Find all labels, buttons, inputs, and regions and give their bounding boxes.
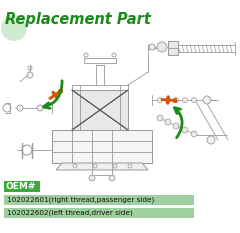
- Polygon shape: [161, 98, 175, 102]
- Bar: [4, 195, 194, 205]
- FancyArrowPatch shape: [44, 81, 62, 108]
- Circle shape: [182, 127, 188, 133]
- Circle shape: [165, 119, 171, 125]
- Polygon shape: [72, 90, 128, 130]
- Circle shape: [203, 96, 211, 104]
- Circle shape: [182, 97, 187, 103]
- Polygon shape: [48, 90, 61, 100]
- Circle shape: [174, 97, 179, 103]
- Circle shape: [191, 131, 197, 137]
- Text: OEM#: OEM#: [6, 182, 36, 191]
- Circle shape: [1, 15, 27, 41]
- Circle shape: [27, 72, 33, 78]
- Circle shape: [157, 42, 167, 52]
- Circle shape: [37, 105, 43, 111]
- Circle shape: [157, 115, 163, 121]
- Circle shape: [207, 136, 215, 144]
- Circle shape: [109, 175, 115, 181]
- Text: Replacement Part: Replacement Part: [5, 12, 151, 27]
- Text: 102022601(right thread,passenger side): 102022601(right thread,passenger side): [7, 197, 154, 203]
- Circle shape: [157, 97, 162, 103]
- FancyArrowPatch shape: [174, 108, 182, 138]
- Circle shape: [17, 105, 23, 111]
- Bar: [4, 208, 194, 218]
- Circle shape: [149, 44, 155, 50]
- Circle shape: [173, 98, 177, 103]
- Circle shape: [166, 97, 170, 103]
- Bar: [168, 41, 178, 55]
- Bar: [4, 181, 40, 192]
- Text: 102022602(left thread,driver side): 102022602(left thread,driver side): [7, 210, 133, 216]
- Circle shape: [89, 175, 95, 181]
- Circle shape: [59, 89, 63, 93]
- Circle shape: [192, 97, 197, 103]
- Polygon shape: [52, 130, 152, 163]
- Circle shape: [173, 123, 179, 129]
- Polygon shape: [56, 163, 148, 170]
